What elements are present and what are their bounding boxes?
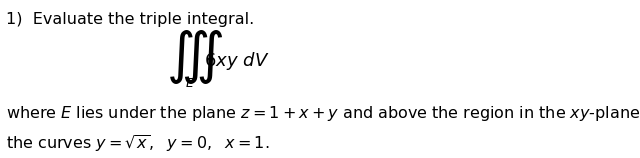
Text: the curves $y = \sqrt{x},\ \ y = 0,\ \ x = 1.$: the curves $y = \sqrt{x},\ \ y = 0,\ \ x… <box>6 133 269 154</box>
Text: $\iiint$: $\iiint$ <box>166 28 223 86</box>
Text: 1)  Evaluate the triple integral.: 1) Evaluate the triple integral. <box>6 12 254 27</box>
Text: where $E$ lies under the plane $z = 1 + x + y$ and above the region in the $xy$-: where $E$ lies under the plane $z = 1 + … <box>6 104 640 123</box>
Text: $6xy \ dV$: $6xy \ dV$ <box>204 50 269 72</box>
Text: $E$: $E$ <box>185 77 195 90</box>
